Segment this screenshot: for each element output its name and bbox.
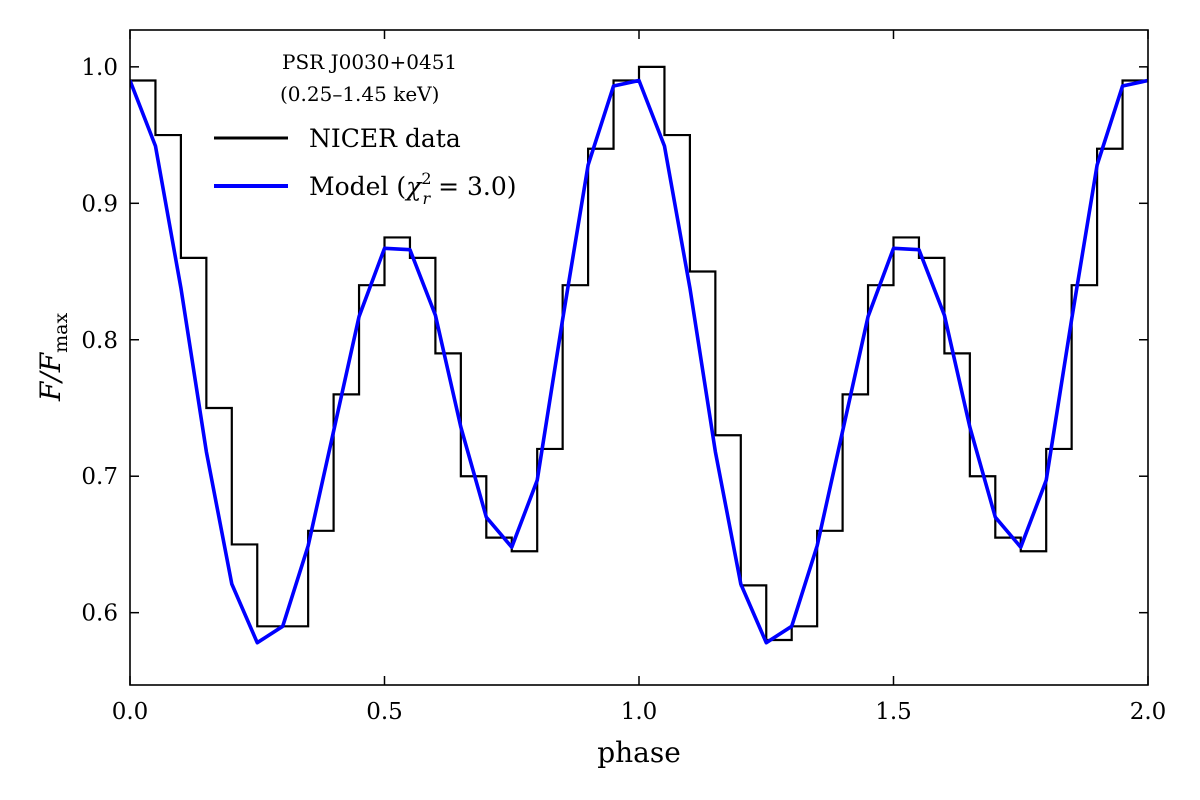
x-tick-label: 0.5	[366, 699, 403, 725]
x-axis-label: phase	[597, 736, 681, 769]
model-series-line	[130, 78, 1148, 645]
x-tick-label: 2.0	[1130, 699, 1167, 725]
y-tick-label: 1.0	[81, 55, 118, 81]
y-tick-label: 0.9	[81, 191, 118, 217]
legend-label-data: NICER data	[309, 124, 461, 153]
ticks-layer: 0.0 0.5 1.0 1.5 2.0 0.6 0.7 0.8 0.9 1.0	[81, 30, 1166, 725]
data-series-line	[130, 65, 1148, 642]
x-tick-label: 1.5	[875, 699, 912, 725]
x-tick-label: 1.0	[621, 699, 658, 725]
series-layer	[130, 65, 1148, 645]
plot-area	[130, 65, 1148, 645]
legend: NICER data Model (χ2 r = 3.0)	[214, 124, 517, 208]
y-tick-label: 0.6	[81, 601, 118, 627]
plot-frame	[129, 29, 1149, 686]
y-tick-label: 0.7	[81, 464, 118, 490]
annotation-line-2: (0.25–1.45 keV)	[280, 82, 439, 106]
annotation-line-1: PSR J0030+0451	[282, 50, 457, 74]
legend-label-model: Model (χ2 r = 3.0)	[309, 169, 517, 208]
y-axis-label: F/Fmax	[34, 313, 72, 403]
y-tick-label: 0.8	[81, 328, 118, 354]
x-tick-label: 0.0	[112, 699, 149, 725]
